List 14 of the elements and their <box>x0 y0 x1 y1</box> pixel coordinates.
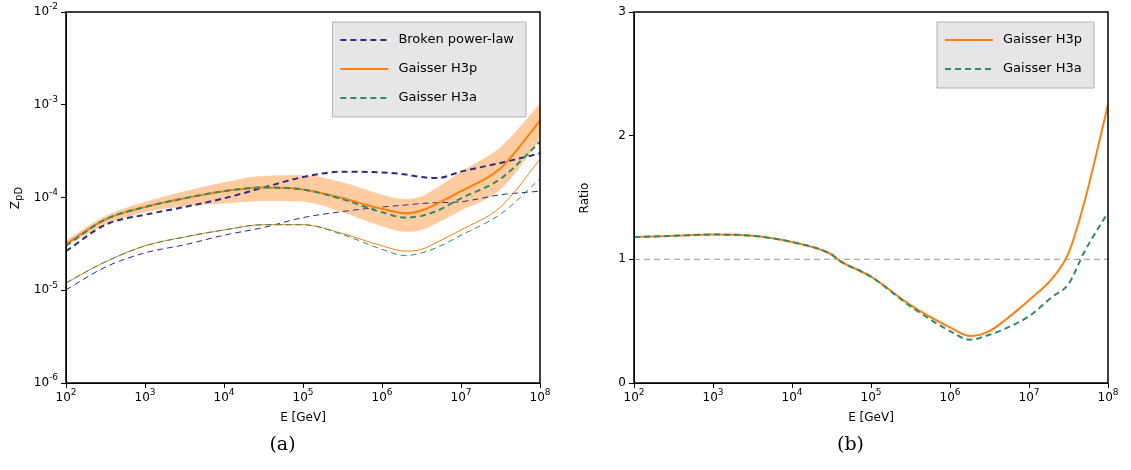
legend-label: Gaisser H3p <box>398 60 478 76</box>
legend-label: Gaisser H3p <box>1003 31 1083 47</box>
text: (a) <box>268 432 297 454</box>
legend-label: Broken power-law <box>398 31 515 47</box>
x-axis-title: E [GeV] <box>848 409 894 424</box>
y-tick-label: 1 <box>618 251 627 266</box>
y-axis-title: Ratio <box>577 182 591 213</box>
y-tick-label: 3 <box>618 4 627 19</box>
legend-label: Gaisser H3a <box>398 89 478 105</box>
y-tick-label: 2 <box>618 127 627 142</box>
y-tick-label: 0 <box>618 375 627 390</box>
text: (b) <box>836 432 865 454</box>
legend-label: Gaisser H3a <box>1003 60 1082 76</box>
x-axis-title: E [GeV] <box>280 409 326 424</box>
